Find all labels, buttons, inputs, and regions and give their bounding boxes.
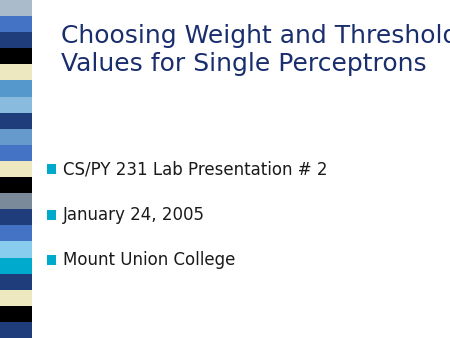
Bar (47, 255, 56, 265)
Text: CS/PY 231 Lab Presentation # 2: CS/PY 231 Lab Presentation # 2 (63, 160, 328, 178)
Bar (0, 241, 32, 258)
Text: Choosing Weight and Threshold
Values for Single Perceptrons: Choosing Weight and Threshold Values for… (61, 24, 450, 76)
Bar (47, 164, 56, 174)
Bar (0, 129, 32, 145)
Bar (0, 225, 32, 241)
Bar (0, 161, 32, 177)
Bar (0, 258, 32, 274)
Bar (0, 80, 32, 97)
Bar (0, 97, 32, 113)
Bar (47, 210, 56, 220)
Bar (0, 16, 32, 32)
Bar (0, 290, 32, 306)
Bar (0, 145, 32, 161)
Text: Mount Union College: Mount Union College (63, 251, 235, 269)
Bar (0, 177, 32, 193)
Bar (0, 0, 32, 16)
Bar (0, 48, 32, 64)
Bar (0, 306, 32, 322)
Bar (0, 322, 32, 338)
Bar (0, 113, 32, 129)
Bar (0, 64, 32, 80)
Bar (0, 193, 32, 209)
Bar (0, 274, 32, 290)
Text: January 24, 2005: January 24, 2005 (63, 206, 205, 224)
Bar (0, 209, 32, 225)
Bar (0, 32, 32, 48)
